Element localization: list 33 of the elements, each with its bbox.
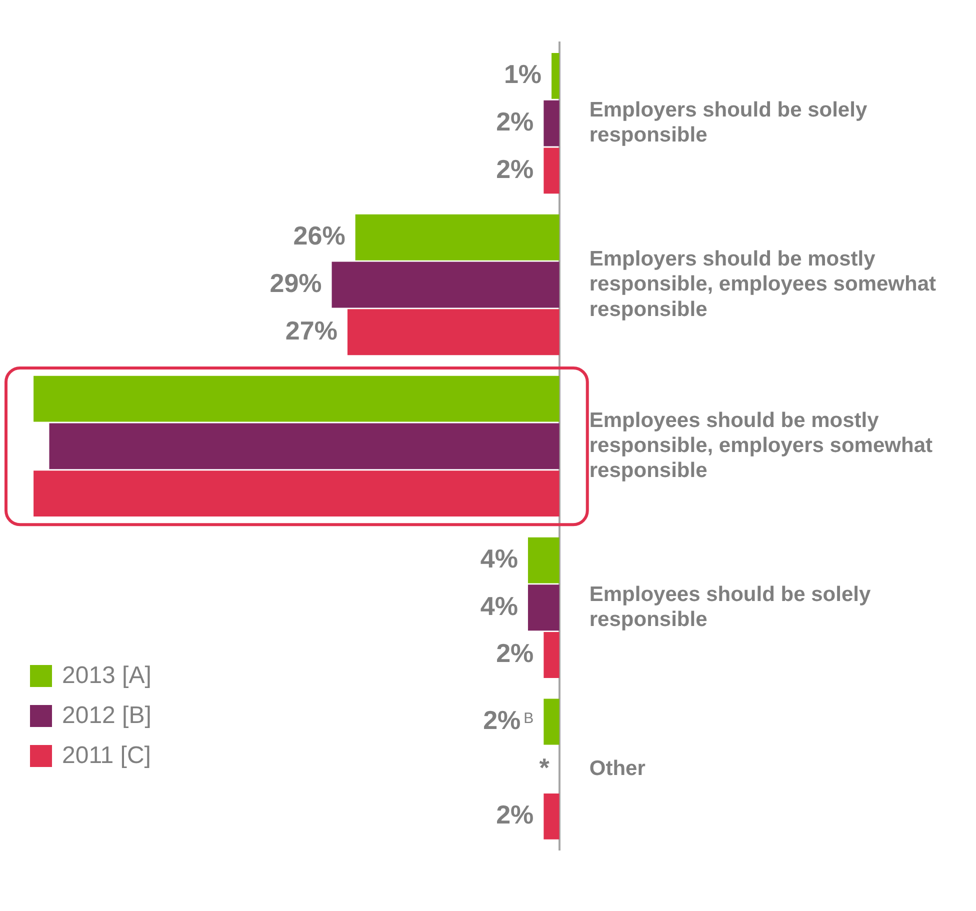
y-tick-label: Employees should be mostly responsible, employers somewhat responsible [589, 408, 932, 482]
bar [34, 470, 560, 517]
bar [49, 423, 560, 470]
data-label: 2% [496, 106, 534, 136]
bar [544, 100, 560, 146]
text: * [539, 752, 550, 782]
legend-label: 2011 [C] [62, 742, 151, 770]
bar [355, 214, 560, 260]
data-label: 29% [270, 268, 322, 298]
legend-label: 2012 [B] [62, 702, 152, 730]
bar [528, 584, 560, 631]
bar [544, 148, 560, 194]
data-label: 1% [504, 59, 542, 90]
bar [347, 309, 560, 356]
y-tick-label: Employers should be solely responsible [589, 98, 868, 147]
data-label: 4% [480, 590, 518, 621]
bar [544, 698, 560, 745]
bar [552, 52, 560, 99]
y-tick-label: Other [589, 756, 646, 780]
data-label: 27% [285, 315, 338, 346]
y-tick-label: Employers should be mostly responsible, employees somewhat responsible [589, 247, 936, 321]
data-label: 4% [480, 543, 518, 574]
bar [34, 376, 560, 422]
bar [528, 537, 560, 584]
bar [544, 632, 560, 678]
data-label: 26% [293, 220, 346, 251]
bar [332, 262, 560, 308]
bar [544, 793, 560, 840]
data-label: 2% [496, 800, 534, 830]
data-label: 2% [496, 154, 534, 184]
data-label: 2% [496, 638, 534, 668]
y-tick-label: Employees should be solely responsible [589, 582, 871, 632]
legend-label: 2013 [A] [62, 662, 152, 690]
